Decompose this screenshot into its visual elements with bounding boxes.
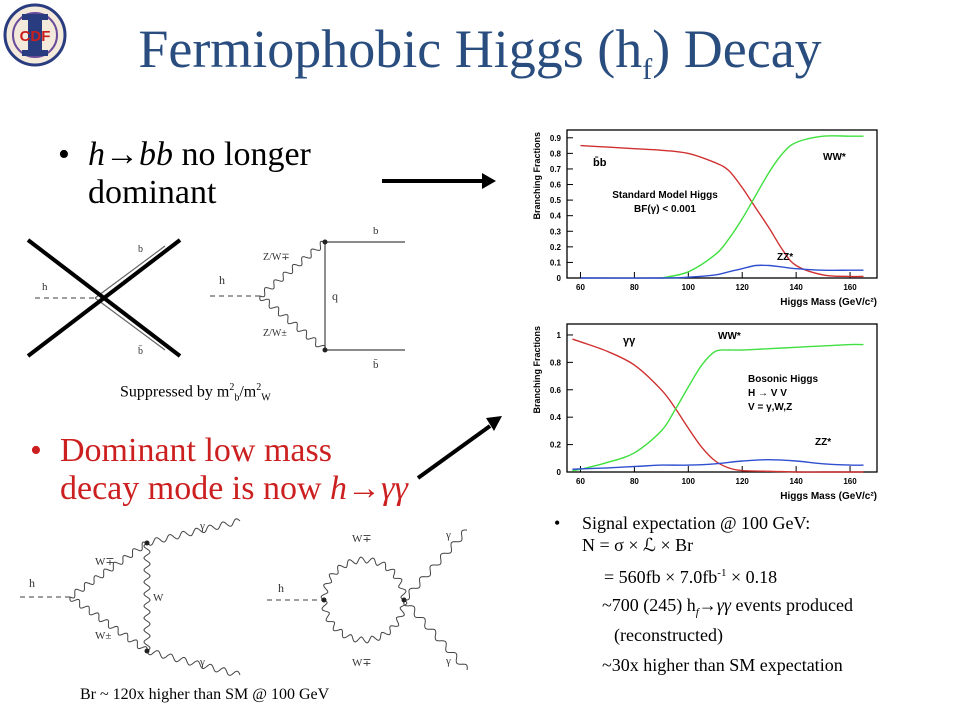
- y-tick-label: 0.5: [550, 196, 562, 205]
- series-line-: [572, 338, 864, 473]
- signal-line2: N = σ × ℒ × Br: [582, 535, 694, 555]
- arrow-to-bosonic-plot: [416, 416, 502, 480]
- y-axis-label: Branching Fractions: [532, 132, 542, 220]
- x-axis-label: Higgs Mass (GeV/c²): [780, 491, 877, 502]
- x-tick-label: 60: [576, 477, 585, 486]
- y-tick-label: 0: [557, 274, 562, 283]
- fd4-w2-label: W∓: [352, 657, 372, 669]
- x-tick-label: 140: [789, 477, 803, 486]
- fd3-w2-label: W±: [95, 630, 111, 642]
- series-label-ww: WW*: [823, 152, 846, 163]
- page-title: Fermiophobic Higgs (hf) Decay: [138, 19, 822, 86]
- logo-text: CDF: [20, 28, 51, 45]
- fd2-zw1-label: Z/W∓: [263, 252, 290, 263]
- y-tick-label: 0.7: [550, 165, 562, 174]
- y-tick-label: 0.4: [550, 413, 562, 422]
- y-tick-label: 0.1: [550, 258, 562, 267]
- x-tick-label: 120: [736, 283, 750, 292]
- plot-frame: [566, 129, 878, 279]
- series-line-zz: [572, 458, 864, 470]
- series-label-ww: WW*: [718, 331, 741, 342]
- feynman-hbb-loop: h Z/W∓ Z/W± q b b̄: [210, 225, 405, 371]
- signal-line5: (reconstructed): [614, 624, 723, 645]
- x-tick-label: 100: [682, 283, 696, 292]
- y-tick-label: 0.2: [550, 243, 562, 252]
- feynman-hbb-direct: h b b̄: [26, 238, 182, 358]
- fd4-w1-label: W∓: [352, 533, 372, 545]
- y-tick-label: 0.6: [550, 386, 562, 395]
- annotation-line2: BF(γ) < 0.001: [634, 204, 696, 215]
- y-tick-label: 0.3: [550, 227, 562, 236]
- suppressed-note: Suppressed by m2b/m2W: [120, 382, 271, 404]
- x-tick-label: 140: [789, 283, 803, 292]
- fd4-g1-label: γ: [445, 529, 451, 541]
- fd3-w-label: W: [153, 592, 164, 604]
- annotation-line2: H → V V: [748, 388, 787, 399]
- fd2-q-label: q: [332, 289, 338, 303]
- y-tick-label: 0.8: [550, 149, 562, 158]
- series-line-bb: [580, 144, 864, 278]
- series-label-zz: ZZ*: [815, 437, 831, 448]
- fd2-zw2-label: Z/W±: [263, 328, 287, 339]
- y-tick-label: 0.8: [550, 358, 562, 367]
- fd2-b-label: b: [373, 225, 379, 237]
- x-tick-label: 60: [576, 283, 585, 292]
- feynman-hgg-loop: h W∓ W∓ γ γ: [267, 529, 468, 671]
- annotation-line1: Standard Model Higgs: [612, 190, 718, 201]
- fd1-h-label: h: [42, 281, 48, 293]
- signal-line6: ~30x higher than SM expectation: [602, 654, 843, 675]
- signal-expectation: • Signal expectation @ 100 GeV: N = σ × …: [554, 512, 957, 676]
- y-tick-label: 0: [557, 468, 562, 477]
- bullet-gamma-gamma: • Dominant low mass decay mode is now h→…: [30, 432, 408, 507]
- cdf-logo: CDF: [3, 3, 67, 67]
- annotation-line3: V = γ,W,Z: [748, 402, 792, 413]
- series-line-ww: [572, 343, 864, 472]
- series-line-zz: [580, 264, 864, 279]
- y-tick-label: 0.2: [550, 441, 562, 450]
- br-note: Br ~ 120x higher than SM @ 100 GeV: [80, 686, 330, 703]
- fd3-h-label: h: [29, 576, 35, 590]
- bullet-hbb: • h→bb no longer dominant: [58, 136, 311, 211]
- series-label-zz: ZZ*: [777, 252, 793, 263]
- y-tick-label: 0.9: [550, 134, 562, 143]
- y-tick-label: 0.4: [550, 212, 562, 221]
- fd4-g2-label: γ: [445, 655, 451, 667]
- series-label-gg: γγ: [623, 335, 636, 347]
- signal-line4: ~700 (245) hf→γγ events produced: [602, 595, 853, 619]
- fd3-w1-label: W∓: [95, 556, 115, 568]
- fd2-h-label: h: [219, 273, 225, 287]
- x-tick-label: 80: [630, 477, 639, 486]
- x-tick-label: 160: [843, 477, 857, 486]
- x-tick-label: 100: [682, 477, 696, 486]
- series-label-bb: b̄b: [593, 157, 607, 169]
- arrow-to-sm-plot: [382, 173, 496, 189]
- x-tick-label: 160: [843, 283, 857, 292]
- y-axis-label: Branching Fractions: [532, 326, 542, 414]
- fd1-bbar-label: b̄: [138, 345, 143, 357]
- fd3-g1-label: γ: [199, 520, 205, 532]
- y-tick-label: 1: [557, 331, 562, 340]
- x-tick-label: 120: [736, 477, 750, 486]
- plot-frame: [566, 323, 878, 473]
- annotation-line1: Bosonic Higgs: [748, 374, 818, 385]
- fd2-bbar-label: b̄: [373, 359, 379, 371]
- signal-line1: Signal expectation @ 100 GeV:: [582, 513, 811, 533]
- y-tick-label: 0.6: [550, 181, 562, 190]
- fd1-b-label: b: [138, 244, 143, 255]
- chart-standard-model-higgs: 0 0.1 0.2 0.3 0.4 0.5 0.6 0.7 0.8 0.9 60 80 100 120 14…: [532, 129, 878, 308]
- signal-line3: = 560fb × 7.0fb-1 × 0.18: [604, 567, 778, 587]
- fd4-h-label: h: [278, 581, 284, 595]
- x-tick-label: 80: [630, 283, 639, 292]
- feynman-hgg-triangle: h W∓ W± W γ γ: [20, 518, 241, 676]
- series-line-ww: [661, 135, 864, 279]
- x-axis-label: Higgs Mass (GeV/c²): [780, 297, 877, 308]
- fd3-g2-label: γ: [199, 656, 205, 668]
